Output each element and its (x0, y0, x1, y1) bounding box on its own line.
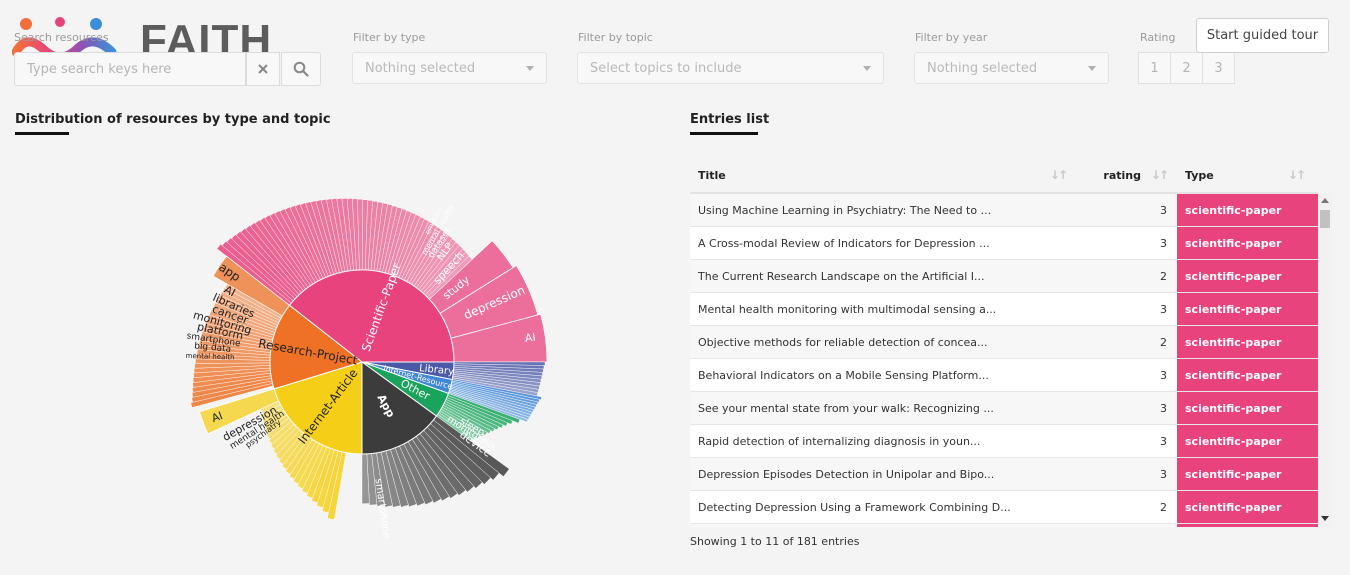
column-header-title[interactable]: Title ↓↑ (690, 158, 1076, 192)
column-type-label: Type (1185, 168, 1214, 182)
search-input[interactable] (14, 52, 246, 86)
table-body: Using Machine Learning in Psychiatry: Th… (690, 194, 1318, 527)
row-rating: 3 (1160, 236, 1167, 250)
rating-option-2[interactable]: 2 (1170, 52, 1203, 84)
search-label: Search resources (14, 31, 109, 44)
row-title: Behavioral Indicators on a Mobile Sensin… (698, 368, 989, 382)
clear-search-button[interactable] (246, 52, 280, 86)
row-title: Mental health monitoring with multimodal… (698, 302, 997, 316)
column-title-label: Title (698, 168, 726, 182)
inner-segment-app[interactable] (361, 361, 438, 455)
filter-topic-label: Filter by topic (578, 31, 653, 44)
row-rating: 3 (1160, 368, 1167, 382)
row-title: Detecting Depression Using a Framework C… (698, 500, 1011, 514)
chevron-down-icon (863, 65, 871, 71)
row-title: A Cross-modal Review of Indicators for D… (698, 236, 990, 250)
table-row[interactable]: A Cross-modal Review of Indicators for D… (690, 227, 1318, 260)
filter-topic-select[interactable]: Select topics to include (577, 52, 884, 84)
row-type-badge: scientific-paper (1177, 227, 1318, 259)
table-row[interactable]: See your mental state from your walk: Re… (690, 392, 1318, 425)
table-row[interactable]: Depression Episodes Detection in Unipola… (690, 458, 1318, 491)
row-rating: 2 (1160, 269, 1167, 283)
scroll-up-icon[interactable] (1321, 198, 1329, 203)
outer-label-rp-1: AI (222, 283, 238, 300)
outer-label-rp-8: mental health (185, 352, 234, 362)
search-button[interactable] (281, 52, 321, 86)
row-type-badge: scientific-paper (1177, 359, 1318, 391)
row-title: Depression Episodes Detection in Unipola… (698, 467, 995, 481)
entries-title-underline (690, 132, 758, 135)
row-title: Objective methods for reliable detection… (698, 335, 988, 349)
table-header: Title ↓↑ rating ↓↑ Type ↓↑ (690, 158, 1318, 194)
table-footer-info: Showing 1 to 11 of 181 entries (690, 535, 860, 548)
row-rating: 3 (1160, 401, 1167, 415)
close-icon (258, 64, 268, 74)
rating-option-1[interactable]: 1 (1138, 52, 1171, 84)
inner-segment-research-project[interactable] (269, 304, 364, 390)
sunburst-chart[interactable]: Scientific-PaperLibraryInternet-Resource… (170, 172, 560, 544)
row-type-badge: scientific-paper (1177, 194, 1318, 226)
row-type-badge: scientific-paper (1177, 326, 1318, 358)
table-row[interactable]: Detecting Depression Using a Framework C… (690, 491, 1318, 524)
label-library: Library (419, 363, 455, 378)
filter-year-label: Filter by year (915, 31, 988, 44)
column-header-rating[interactable]: rating ↓↑ (1076, 158, 1177, 192)
entries-section-title: Entries list (690, 112, 770, 127)
row-title: See your mental state from your walk: Re… (698, 401, 994, 415)
row-type-badge: scientific-paper (1177, 392, 1318, 424)
sort-icon: ↓↑ (1150, 168, 1169, 182)
rating-option-3[interactable]: 3 (1202, 52, 1235, 84)
filter-type-label: Filter by type (353, 31, 426, 44)
row-rating: 3 (1160, 302, 1167, 316)
row-rating: 2 (1160, 335, 1167, 349)
entries-table: Title ↓↑ rating ↓↑ Type ↓↑ Using Machine… (690, 158, 1318, 527)
row-title: Rapid detection of internalizing diagnos… (698, 434, 981, 448)
scroll-down-icon[interactable] (1321, 516, 1329, 521)
chevron-down-icon (1088, 65, 1096, 71)
chart-title-underline (15, 132, 69, 135)
filter-topic-value: Select topics to include (590, 60, 742, 76)
row-rating: 3 (1160, 434, 1167, 448)
row-type-badge: scientific-paper (1177, 293, 1318, 325)
outer-label-sp-0: AI (524, 331, 536, 345)
row-type-badge: scientific-paper (1177, 425, 1318, 457)
table-row[interactable]: Behavioral Indicators on a Mobile Sensin… (690, 359, 1318, 392)
inner-segment-scientific-paper[interactable] (288, 269, 455, 363)
row-type-badge: scientific-paper (1177, 260, 1318, 292)
table-row[interactable]: The Current Research Landscape on the Ar… (690, 260, 1318, 293)
row-title: Using Machine Learning in Psychiatry: Th… (698, 203, 992, 217)
sort-icon: ↓↑ (1049, 168, 1068, 182)
table-row[interactable]: Rapid detection of internalizing diagnos… (690, 425, 1318, 458)
filter-type-select[interactable]: Nothing selected (352, 52, 547, 84)
row-type-badge: scientific-paper (1177, 458, 1318, 490)
row-rating: 2 (1160, 500, 1167, 514)
sort-icon: ↓↑ (1287, 168, 1306, 182)
chart-section-title: Distribution of resources by type and to… (15, 112, 331, 127)
outer-label-rp-7: big data (194, 341, 232, 355)
row-rating: 3 (1160, 203, 1167, 217)
search-icon (293, 61, 309, 77)
filter-year-value: Nothing selected (927, 60, 1038, 76)
inner-segment-internet-article[interactable] (273, 361, 363, 455)
rating-label: Rating (1140, 31, 1176, 44)
chevron-down-icon (526, 65, 534, 71)
table-row[interactable]: Objective methods for reliable detection… (690, 326, 1318, 359)
table-row[interactable]: Using Machine Learning in Psychiatry: Th… (690, 194, 1318, 227)
row-type-badge: scientific-paper (1177, 491, 1318, 523)
table-scrollbar[interactable] (1318, 193, 1332, 527)
scrollbar-thumb[interactable] (1320, 210, 1330, 228)
outer-label-ia-0: AI (210, 409, 225, 425)
table-row[interactable]: Mental health monitoring with multimodal… (690, 293, 1318, 326)
column-header-type[interactable]: Type ↓↑ (1177, 158, 1318, 192)
filter-type-value: Nothing selected (365, 60, 476, 76)
filter-year-select[interactable]: Nothing selected (914, 52, 1109, 84)
row-rating: 3 (1160, 467, 1167, 481)
rating-filter: 1 2 3 (1138, 52, 1235, 84)
start-guided-tour-button[interactable]: Start guided tour (1196, 18, 1329, 53)
column-rating-label: rating (1103, 168, 1141, 182)
row-type-badge: scientific-paper (1177, 524, 1318, 527)
row-title: The Current Research Landscape on the Ar… (698, 269, 985, 283)
table-row[interactable]: Depression detection using emotion artif… (690, 524, 1318, 527)
